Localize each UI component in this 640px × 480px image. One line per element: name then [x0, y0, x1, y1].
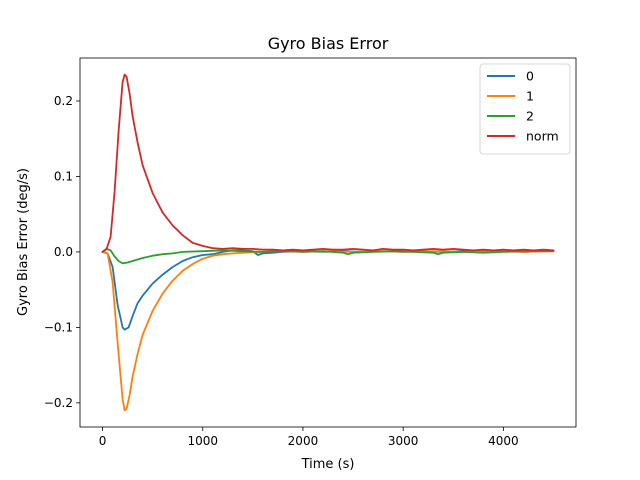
y-tick-label: 0.2: [54, 94, 73, 108]
x-tick-label: 1000: [187, 434, 218, 448]
x-tick-label: 0: [99, 434, 107, 448]
legend-label-norm: norm: [526, 129, 559, 144]
y-tick-label: 0.0: [54, 245, 73, 259]
y-tick-label: 0.1: [54, 169, 73, 183]
legend: 0 1 2 norm: [479, 63, 571, 155]
legend-label-1: 1: [526, 89, 534, 104]
x-tick-label: 4000: [488, 434, 519, 448]
y-axis-ticks: 0.2 0.1 0.0 −0.1 −0.2: [44, 94, 80, 410]
x-axis-label: Time (s): [301, 457, 355, 472]
chart-title: Gyro Bias Error: [268, 34, 389, 53]
y-tick-label: −0.1: [44, 320, 73, 334]
plot-area-frame: [79, 57, 577, 428]
legend-label-0: 0: [526, 69, 534, 84]
x-tick-label: 2000: [288, 434, 319, 448]
y-tick-label: −0.2: [44, 396, 73, 410]
y-axis-label: Gyro Bias Error (deg/s): [16, 168, 31, 316]
series-lines: [101, 73, 555, 412]
legend-box: [479, 63, 571, 155]
legend-label-2: 2: [526, 109, 534, 124]
series-line-norm: [101, 73, 555, 253]
x-axis-ticks: 0 1000 2000 3000 4000: [99, 427, 519, 448]
series-line-2: [101, 247, 555, 265]
x-tick-label: 3000: [388, 434, 419, 448]
